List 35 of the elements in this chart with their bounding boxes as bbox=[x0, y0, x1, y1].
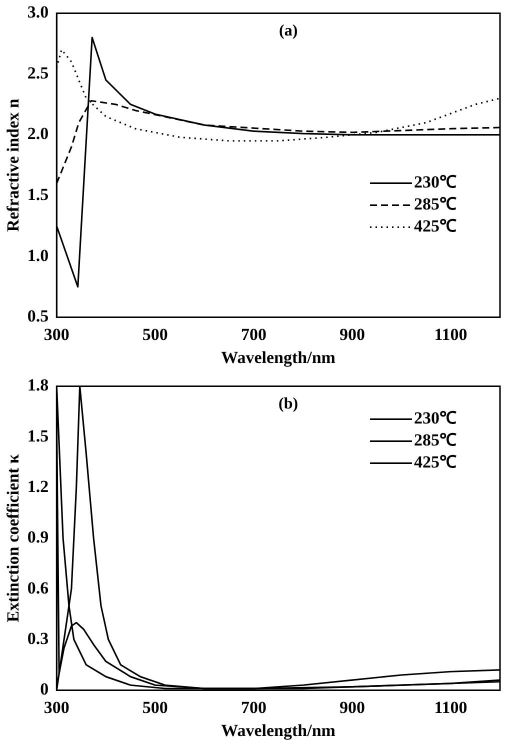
x-tick-label: 900 bbox=[339, 698, 365, 717]
y-tick-label: 1.5 bbox=[27, 426, 49, 446]
x-tick-label: 1100 bbox=[434, 698, 468, 717]
y-tick-label: 0.3 bbox=[27, 628, 49, 648]
x-tick-label: 700 bbox=[240, 324, 266, 344]
legend-label: 285℃ bbox=[414, 194, 456, 214]
y-tick-label: 0.5 bbox=[27, 306, 49, 326]
text: (a) bbox=[278, 22, 298, 40]
y-axis-title: Refractive index n bbox=[4, 98, 23, 232]
y-tick-label: 3.0 bbox=[27, 2, 49, 22]
y-tick-label: 0.6 bbox=[27, 578, 49, 598]
y-tick-label: 1.5 bbox=[27, 184, 49, 204]
y-tick-label: 2.0 bbox=[27, 124, 49, 144]
x-tick-label: 700 bbox=[240, 698, 266, 717]
legend-label: 425℃ bbox=[414, 452, 456, 472]
legend-label: 230℃ bbox=[414, 172, 456, 192]
legend-label: 425℃ bbox=[414, 216, 456, 236]
y-tick-label: 0.9 bbox=[27, 528, 49, 547]
y-tick-label: 2.5 bbox=[27, 63, 49, 82]
x-tick-label: 300 bbox=[44, 698, 70, 717]
y-axis-title: Extinction coefficient κ bbox=[4, 454, 23, 622]
x-tick-label: 500 bbox=[142, 324, 168, 344]
y-tick-label: 0 bbox=[40, 680, 49, 699]
text: (b) bbox=[278, 395, 298, 412]
y-tick-label: 1.8 bbox=[27, 376, 49, 395]
x-tick-label: 300 bbox=[44, 324, 70, 344]
x-tick-label: 900 bbox=[339, 324, 365, 344]
legend-label: 230℃ bbox=[414, 408, 456, 428]
x-axis-title: Wavelength/nm bbox=[221, 721, 336, 740]
legend-label: 285℃ bbox=[414, 430, 456, 450]
x-tick-label: 1100 bbox=[434, 324, 468, 344]
x-axis-title: Wavelength/nm bbox=[221, 348, 336, 368]
x-tick-label: 500 bbox=[142, 698, 168, 717]
y-tick-label: 1.2 bbox=[27, 476, 49, 496]
y-tick-label: 1.0 bbox=[27, 246, 49, 265]
